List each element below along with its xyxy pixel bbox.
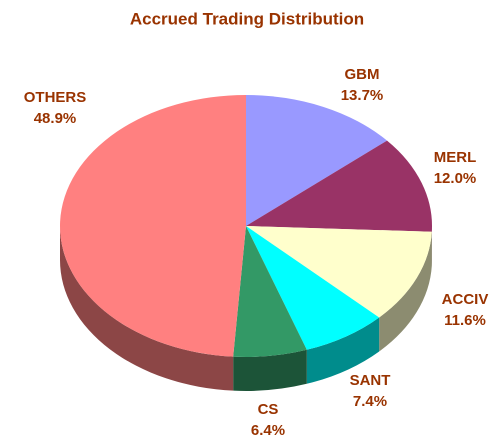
slice bbox=[246, 140, 432, 232]
slice-value-label: 6.4% bbox=[251, 422, 285, 438]
slice-side bbox=[60, 226, 234, 391]
slice-value-label: 12.0% bbox=[434, 170, 477, 187]
slice bbox=[233, 226, 307, 357]
slice bbox=[60, 95, 246, 357]
slice-value-label: 11.6% bbox=[444, 312, 486, 329]
chart-title: Accrued Trading Distribution bbox=[130, 9, 364, 28]
slice-side bbox=[233, 349, 307, 391]
slice bbox=[246, 226, 380, 350]
slice-side bbox=[306, 317, 380, 384]
slice-value-label: 7.4% bbox=[353, 393, 387, 410]
slice bbox=[246, 95, 388, 226]
slice-label: OTHERS bbox=[24, 89, 87, 106]
slice-value-label: 48.9% bbox=[34, 110, 77, 127]
slice-value-label: 13.7% bbox=[341, 87, 384, 104]
slice-side bbox=[379, 231, 432, 352]
slice bbox=[246, 226, 432, 318]
slice-label: SANT bbox=[350, 372, 391, 389]
slice-label: CS bbox=[258, 401, 279, 418]
slice-label: GBM bbox=[345, 66, 380, 83]
slice-label: ACCIV bbox=[442, 291, 489, 308]
slice-label: MERL bbox=[434, 149, 477, 166]
